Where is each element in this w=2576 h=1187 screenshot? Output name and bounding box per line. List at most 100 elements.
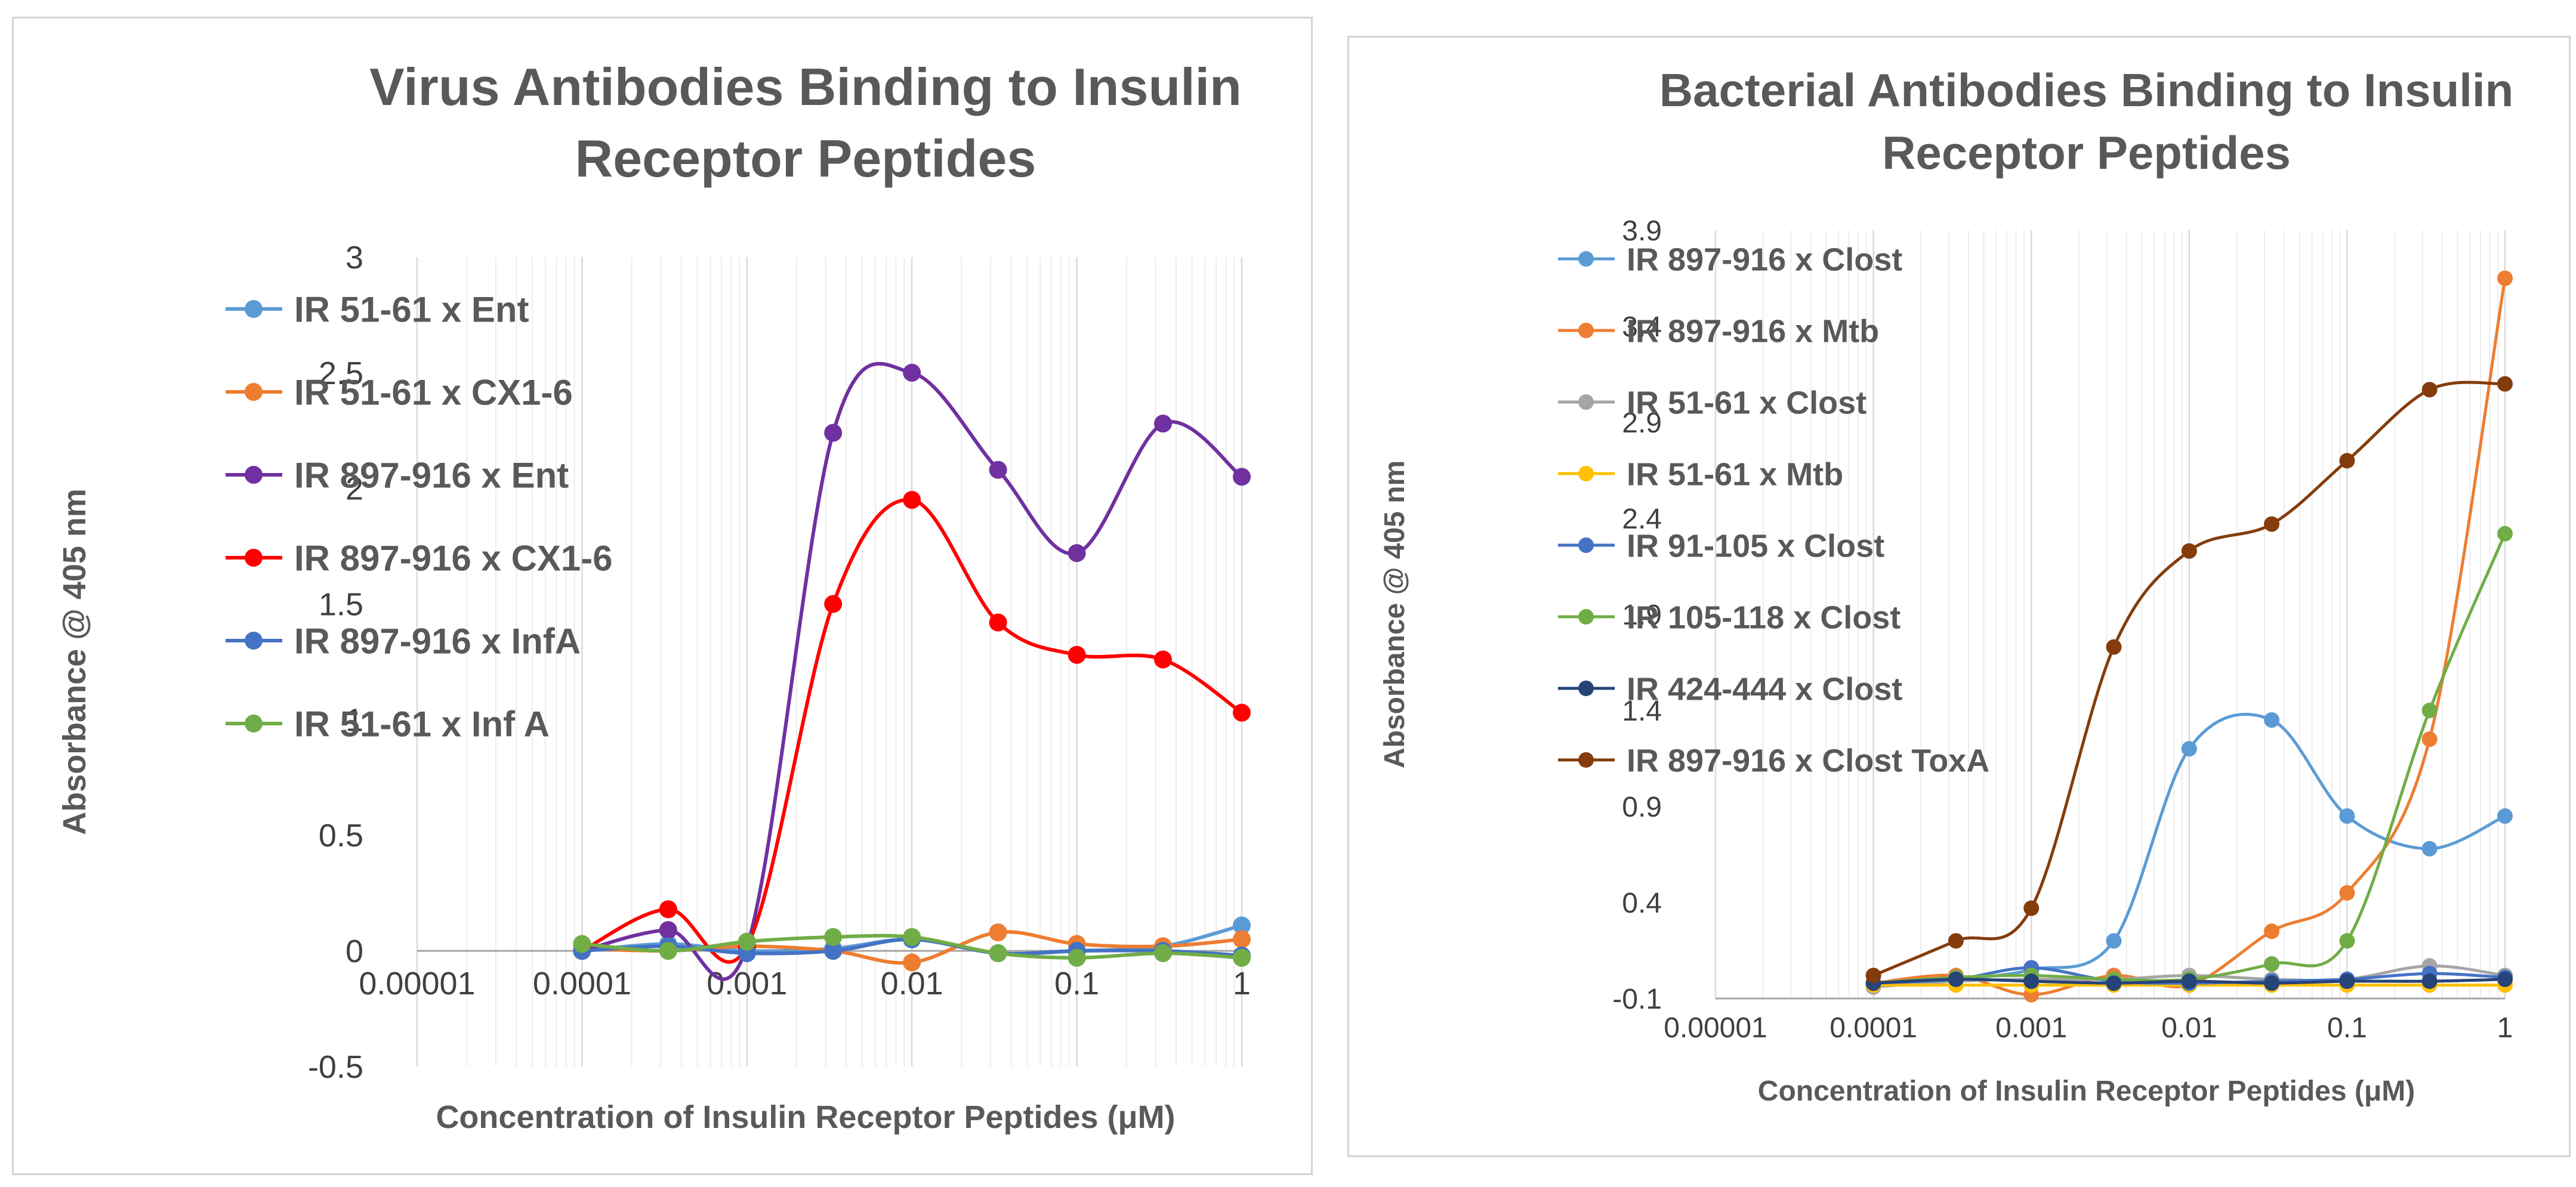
- y-tick-label: 1.4: [1622, 695, 1662, 727]
- legend-label: IR 51-61 x Mtb: [1627, 456, 1843, 492]
- legend-marker: [1578, 752, 1594, 768]
- data-point: [1233, 468, 1251, 486]
- legend-marker: [1578, 394, 1594, 410]
- data-point: [2497, 270, 2513, 286]
- data-point: [2181, 741, 2197, 757]
- data-point: [903, 953, 921, 972]
- x-tick-label: 0.1: [1054, 966, 1099, 1001]
- x-tick-label: 1: [1233, 966, 1251, 1001]
- legend-label: IR 897-916 x InfA: [294, 622, 581, 661]
- data-point: [2264, 956, 2280, 972]
- x-tick-label: 0.0001: [533, 966, 631, 1001]
- data-point: [1233, 948, 1251, 967]
- data-point: [2264, 712, 2280, 728]
- legend-marker: [1578, 466, 1594, 481]
- data-point: [824, 424, 843, 442]
- data-point: [2106, 975, 2122, 991]
- legend-marker: [1578, 323, 1594, 338]
- data-point: [989, 460, 1007, 479]
- data-point: [2339, 453, 2355, 469]
- x-tick-label: 0.0001: [1830, 1012, 1917, 1044]
- legend-label: IR 897-916 x Clost: [1627, 242, 1902, 277]
- data-point: [2106, 639, 2122, 655]
- data-point: [1948, 971, 1964, 987]
- legend-label: IR 897-916 x Clost ToxA: [1627, 743, 1989, 778]
- y-tick-label: -0.1: [1612, 984, 1662, 1015]
- data-point: [2339, 808, 2355, 824]
- legend-marker: [245, 715, 263, 732]
- data-point: [989, 613, 1007, 632]
- data-point: [2106, 933, 2122, 949]
- y-tick-label: 2.5: [319, 356, 363, 391]
- legend-label: IR 897-916 x CX1-6: [294, 539, 613, 579]
- data-point: [2023, 973, 2040, 990]
- legend-label: IR 91-105 x Clost: [1627, 528, 1884, 564]
- y-axis-label: Absorbance @ 405 nm: [1379, 460, 1411, 768]
- data-point: [1068, 544, 1086, 562]
- legend-marker: [245, 466, 263, 484]
- data-point: [824, 595, 843, 613]
- legend-label: IR 897-916 x Mtb: [1627, 313, 1879, 349]
- chart-title-line-1: Virus Antibodies Binding to Insulin: [369, 57, 1242, 116]
- data-point: [2421, 731, 2438, 747]
- data-point: [903, 363, 921, 382]
- y-tick-label: -0.5: [308, 1049, 363, 1085]
- legend-marker: [245, 300, 263, 318]
- data-point: [824, 942, 843, 960]
- bacterial-chart-panel: Bacterial Antibodies Binding to Insulin R…: [1347, 36, 2571, 1157]
- legend-label: IR 897-916 x Ent: [294, 456, 569, 496]
- legend-label: IR 51-61 x CX1-6: [294, 373, 573, 413]
- data-point: [2181, 973, 2197, 990]
- data-point: [2421, 840, 2438, 857]
- data-point: [903, 928, 921, 946]
- chart-title-line-1: Bacterial Antibodies Binding to Insulin: [1659, 64, 2514, 116]
- legend-label: IR 105-118 x Clost: [1627, 599, 1901, 635]
- x-tick-label: 0.01: [881, 966, 943, 1001]
- series-line: [581, 361, 1243, 981]
- data-point: [2497, 526, 2513, 542]
- legend-marker: [245, 632, 263, 650]
- data-point: [2264, 975, 2280, 991]
- y-tick-label: 1.9: [1622, 599, 1662, 631]
- legend-label: IR 51-61 x Clost: [1627, 385, 1867, 421]
- data-point: [659, 942, 677, 960]
- data-point: [903, 491, 921, 509]
- data-point: [573, 935, 591, 953]
- y-tick-label: 0.4: [1622, 888, 1662, 919]
- y-tick-label: 0: [345, 933, 363, 969]
- legend-marker: [1578, 537, 1594, 553]
- series-line: [1872, 381, 2506, 977]
- data-point: [2264, 516, 2280, 532]
- data-point: [1233, 930, 1251, 948]
- legend-marker: [245, 383, 263, 401]
- data-point: [989, 944, 1007, 963]
- y-tick-label: 3.9: [1622, 215, 1662, 247]
- y-tick-label: 2.9: [1622, 407, 1662, 439]
- y-tick-label: 1.5: [319, 586, 363, 622]
- legend-label: IR 51-61 x Inf A: [294, 704, 550, 744]
- data-point: [989, 923, 1007, 942]
- data-point: [659, 900, 677, 919]
- y-tick-label: 3: [345, 240, 363, 276]
- data-point: [2497, 376, 2513, 392]
- x-axis-label: Concentration of Insulin Receptor Peptid…: [1758, 1075, 2415, 1107]
- y-tick-label: 3.4: [1622, 311, 1662, 343]
- data-point: [2339, 973, 2355, 990]
- y-axis-label: Absorbance @ 405 nm: [57, 489, 92, 835]
- chart-title-line-2: Receptor Peptides: [575, 129, 1036, 188]
- x-tick-label: 1: [2497, 1012, 2513, 1044]
- data-point: [2181, 543, 2197, 559]
- y-tick-label: 2.4: [1622, 503, 1662, 535]
- x-tick-label: 0.001: [707, 966, 787, 1001]
- x-axis-label: Concentration of Insulin Receptor Peptid…: [436, 1099, 1175, 1135]
- data-point: [1865, 967, 1881, 984]
- data-point: [2023, 900, 2040, 916]
- data-point: [824, 928, 843, 946]
- x-tick-label: 0.00001: [1664, 1012, 1767, 1044]
- data-point: [2497, 971, 2513, 987]
- data-point: [659, 921, 677, 939]
- data-point: [1233, 916, 1251, 935]
- virus-chart-panel: Virus Antibodies Binding to Insulin Recep…: [12, 17, 1313, 1175]
- data-point: [1068, 645, 1086, 664]
- legend-label: IR 51-61 x Ent: [294, 290, 529, 330]
